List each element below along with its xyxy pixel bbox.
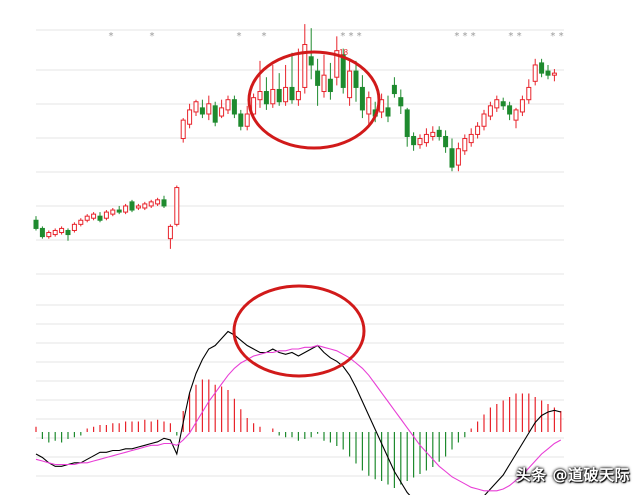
candle-up [167,225,173,240]
candle-up [225,99,231,111]
candle-down [276,88,282,103]
candle-down [263,91,269,105]
candle-up [334,50,340,78]
candle-up [347,70,353,99]
candle-down [436,129,442,137]
candle-up [430,131,436,137]
event-marker: * [262,31,267,42]
indicator-line-slow [35,344,562,492]
candle-down [129,201,135,211]
peak-price-label: 18 [339,48,348,57]
candle-up [84,215,90,221]
candle-up [244,113,250,127]
candle-up [91,213,97,219]
candle-up [455,148,461,166]
candle-up [462,138,468,152]
event-marker: * * [508,31,521,42]
indicator-line-fast [35,330,561,500]
candle-down [65,229,71,236]
candle-down [500,101,506,107]
highlight-circle-price [247,50,381,150]
candle-up [423,133,429,144]
event-marker: * * * [454,31,475,42]
candle-up [148,201,154,207]
candle-up [468,133,474,144]
candle-up [135,205,141,209]
candle-up [366,97,372,115]
event-marker: * * [550,31,563,42]
candle-up [417,138,423,146]
candle-down [411,135,417,146]
candle-up [295,91,301,101]
candle-down [545,70,551,76]
candle-up [59,227,65,234]
candle-up [481,113,487,127]
event-marker: * [109,31,114,42]
candle-down [340,54,346,88]
candle-up [78,219,84,225]
event-marker: * [237,31,242,42]
candle-up [52,229,58,236]
candle-down [97,215,103,221]
candle-down [308,56,314,66]
candle-up [71,223,77,231]
candle-up [475,125,481,135]
candle-up [180,119,186,140]
candle-up [193,101,199,113]
candle-up [270,88,276,105]
candle-down [391,84,397,95]
candle-up [487,105,493,117]
candle-down [161,199,167,207]
candle-up [103,211,109,219]
candle-up [219,107,225,117]
candle-down [238,113,244,127]
candle-up [283,86,289,103]
candle-down [315,70,321,86]
candle-down [507,105,513,115]
candle-up [532,64,538,82]
candle-up [123,205,129,213]
candle-up [251,97,257,115]
candle-down [327,78,333,93]
candle-down [231,99,237,115]
candle-up [187,109,193,125]
candle-up [526,86,532,101]
candle-up [494,99,500,109]
candle-up [302,44,308,88]
candle-down [289,86,295,101]
candle-down [385,107,391,117]
candle-down [39,227,45,238]
candle-down [359,86,365,111]
candle-up [174,187,180,225]
event-marker: * * * [340,31,361,42]
candle-down [404,109,410,137]
candle-up [257,91,263,101]
candle-down [199,107,205,115]
candle-up [155,199,161,205]
candle-up [321,74,327,93]
candle-up [110,209,116,215]
candle-down [33,219,39,229]
candle-down [539,62,545,74]
candle-down [353,70,359,88]
watermark: 头条 @道破天际 [515,466,630,484]
candle-down [212,105,218,123]
candle-down [116,209,122,213]
candle-down [449,148,455,168]
candle-down [398,97,404,107]
candle-up [519,99,525,113]
candle-up [551,72,557,76]
candle-up [206,103,212,115]
candle-down [443,135,449,148]
candle-up [46,232,52,238]
event-marker: * [150,31,155,42]
candle-up [513,109,519,121]
candle-up [142,203,148,209]
highlight-circle-indicator [232,284,366,378]
